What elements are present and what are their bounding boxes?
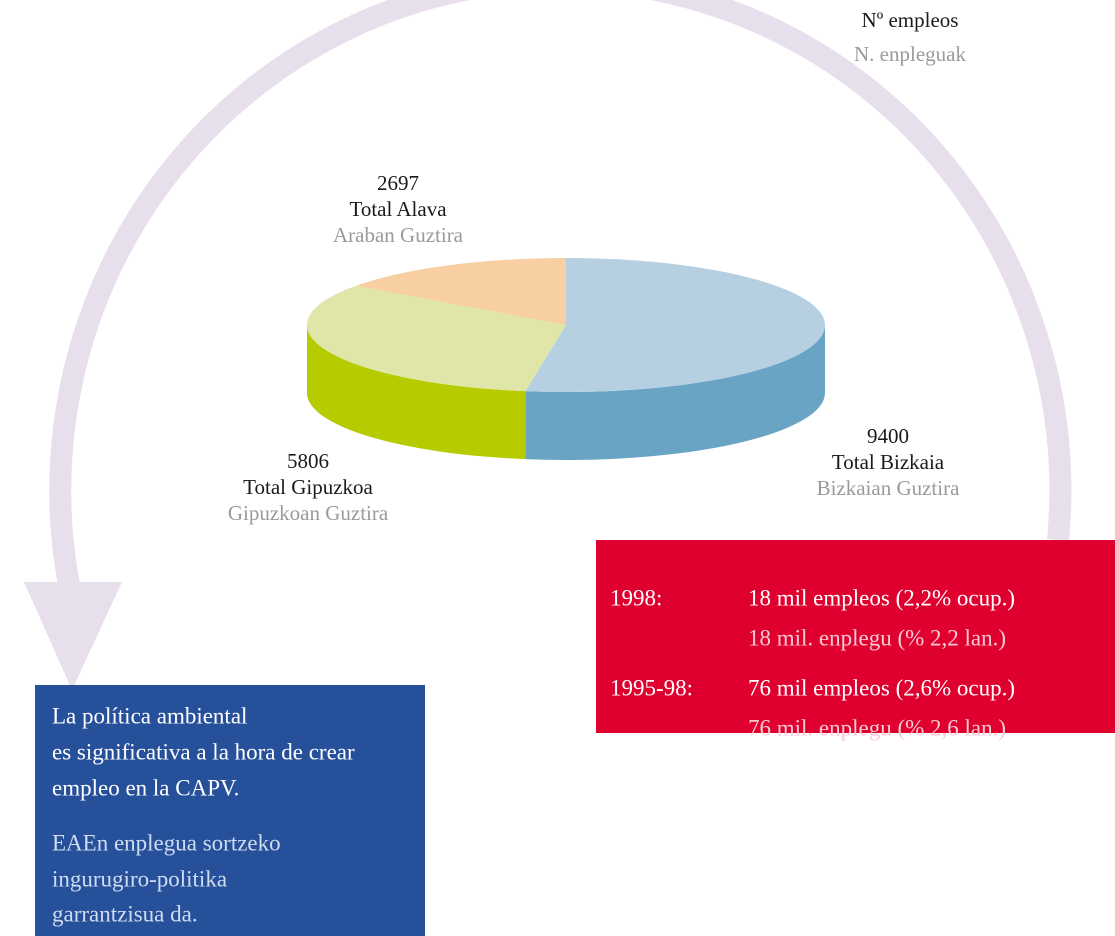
pie-slice [307,285,566,392]
blue-text: ingurugiro-politika [52,866,227,891]
arrow-head [24,582,122,690]
period: 1995-98: [610,675,693,700]
period: 1998: [610,585,662,610]
row-eu: 18 mil. enplegu (% 2,2 lan.) [748,625,1006,650]
row-es: 76 mil empleos (2,6% ocup.) [748,675,1015,700]
red-box [596,540,1115,733]
category-label: Total Gipuzkoa [243,475,373,499]
category-label-eu: Gipuzkoan Guztira [228,501,389,525]
value-label: 5806 [287,449,329,473]
chart-title: Nº empleos [862,8,959,32]
category-label: Total Alava [349,197,447,221]
pie-slice [525,258,826,392]
value-label: 9400 [867,424,909,448]
pie-slice [355,258,566,325]
blue-text: garrantzisua da. [52,901,198,926]
blue-box [35,685,425,936]
chart-subtitle: N. enpleguak [854,42,966,66]
pie-side [525,325,825,461]
row-eu: 76 mil. enplegu (% 2,6 lan.) [748,715,1006,740]
blue-text: La política ambiental [52,703,247,728]
category-label: Total Bizkaia [832,450,945,474]
pie-side [307,325,526,460]
value-label: 2697 [377,171,419,195]
category-label-eu: Araban Guztira [333,223,464,247]
category-label-eu: Bizkaian Guztira [817,476,961,500]
blue-text: es significativa a la hora de crear [52,739,355,764]
blue-text: EAEn enplegua sortzeko [52,830,281,855]
row-es: 18 mil empleos (2,2% ocup.) [748,585,1015,610]
blue-text: empleo en la CAPV. [52,775,239,800]
arc-arrow [49,0,1072,603]
